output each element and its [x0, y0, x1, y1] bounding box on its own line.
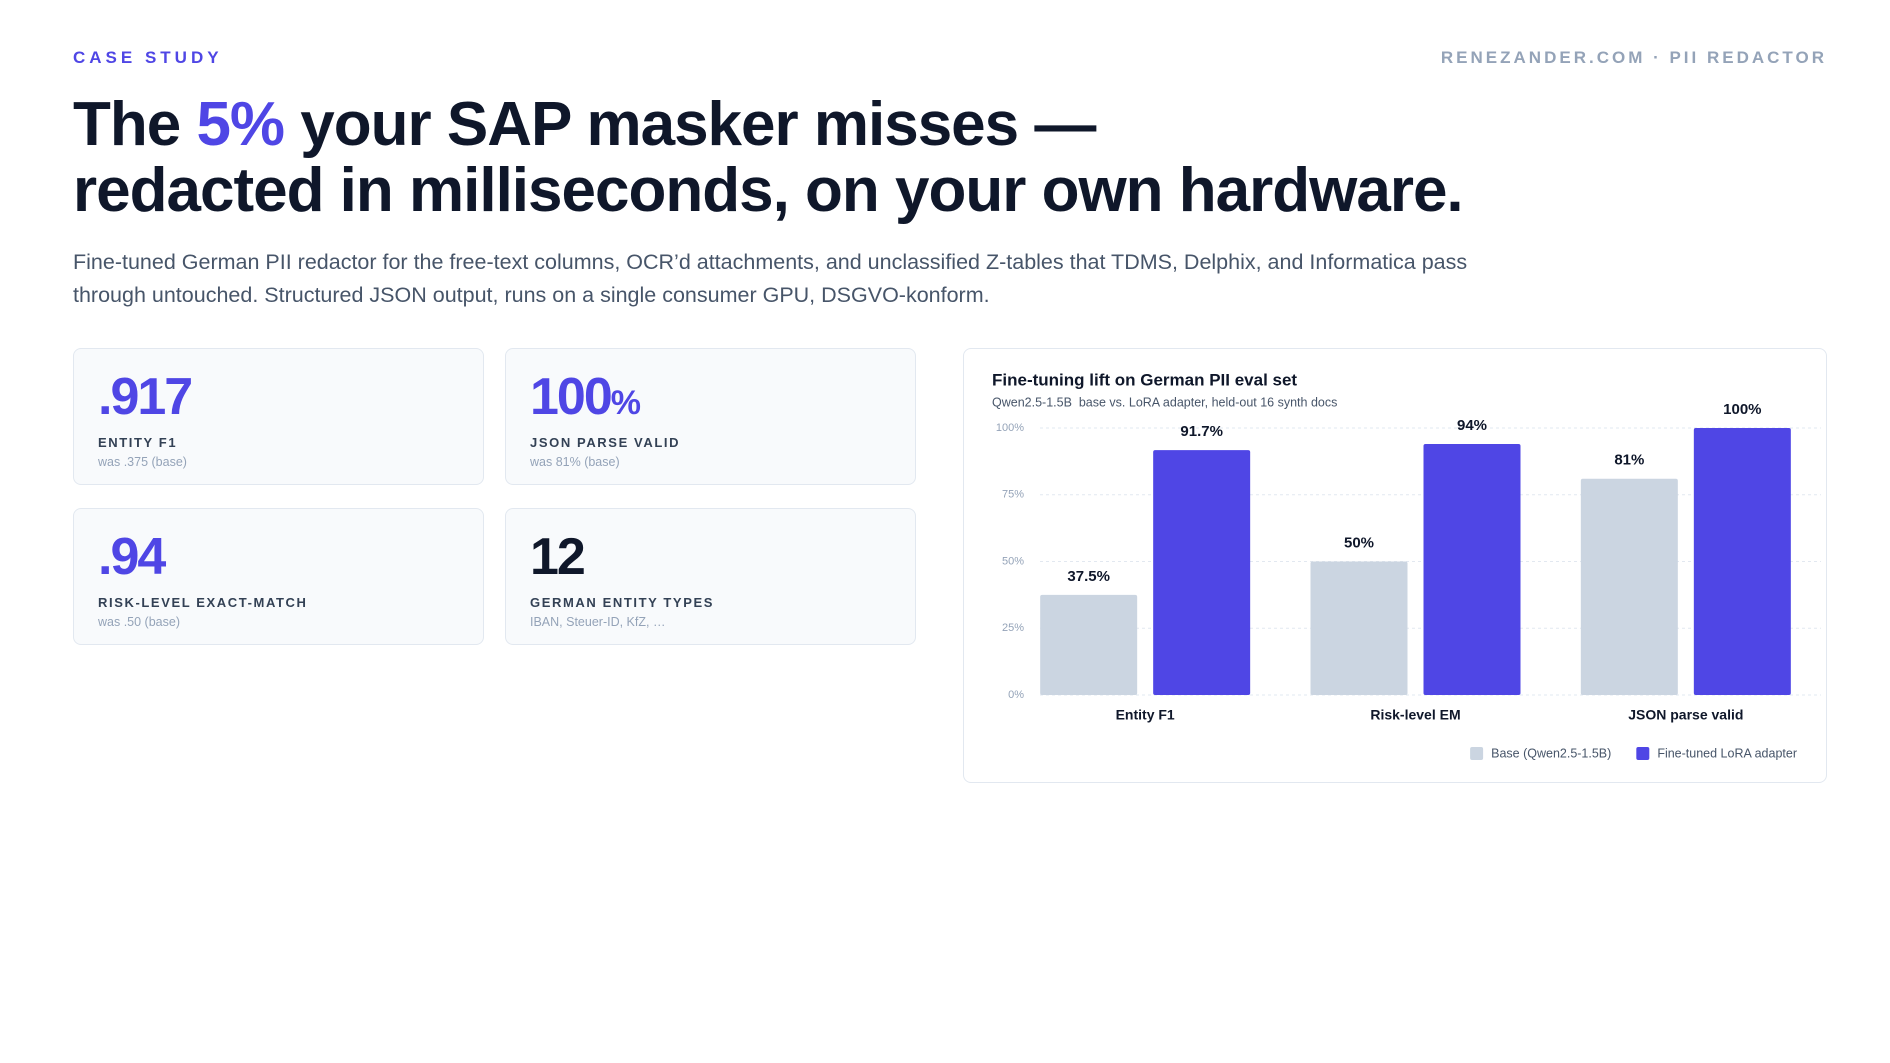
stat-card: .917 ENTITY F1 was .375 (base)	[73, 348, 484, 485]
stat-unit: %	[610, 384, 641, 422]
stat-value-box: .94	[98, 527, 166, 587]
stat-card: 100% JSON PARSE VALID was 81% (base)	[505, 348, 916, 485]
stat-note: was .375 (base)	[98, 455, 187, 469]
stat-value: 100	[530, 368, 613, 426]
legend-swatch	[1470, 747, 1484, 760]
x-tick-label: JSON parse valid	[1628, 707, 1743, 723]
stat-label: GERMAN ENTITY TYPES	[530, 595, 715, 610]
headline-text: redacted in milliseconds, on your own ha…	[73, 156, 1464, 225]
y-tick-label: 50%	[1002, 555, 1024, 567]
value-label: 37.5%	[1067, 568, 1110, 585]
y-tick-label: 75%	[1002, 489, 1024, 501]
eyebrow: CASE STUDY	[73, 48, 223, 67]
stat-value: .917	[98, 368, 193, 426]
value-label: 91.7%	[1180, 423, 1223, 440]
headline-text: The	[73, 90, 197, 159]
bar	[1423, 444, 1521, 695]
y-tick-label: 0%	[1008, 689, 1024, 701]
intro: Fine-tuned German PII redactor for the f…	[73, 250, 1468, 307]
x-tick-label: Risk-level EM	[1370, 707, 1460, 723]
y-tick-label: 100%	[996, 422, 1024, 434]
value-label: 94%	[1457, 417, 1487, 434]
value-label: 100%	[1723, 401, 1761, 418]
stat-label: JSON PARSE VALID	[530, 435, 681, 450]
bar	[1580, 478, 1678, 695]
stat-value: .94	[98, 528, 166, 586]
bar	[1693, 428, 1791, 695]
x-tick-label: Entity F1	[1116, 707, 1175, 723]
headline: The 5% your SAP masker misses — redacted …	[73, 90, 1464, 225]
stat-value-box: 100%	[530, 367, 641, 427]
stat-card: 12 GERMAN ENTITY TYPES IBAN, Steuer-ID, Kf…	[505, 508, 916, 645]
stat-value-box: .917	[98, 367, 193, 427]
headline-text: your SAP masker misses —	[284, 90, 1096, 159]
stat-value-box: 12	[530, 527, 586, 587]
stat-note: was .50 (base)	[98, 615, 180, 629]
stat-label: RISK-LEVEL EXACT-MATCH	[98, 595, 308, 610]
bar	[1310, 561, 1408, 695]
chart-subtitle: Qwen2.5-1.5B base vs. LoRA adapter, held…	[992, 395, 1337, 409]
site-label: RENEZANDER.COM · PII REDACTOR	[1440, 48, 1827, 67]
stat-card: .94 RISK-LEVEL EXACT-MATCH was .50 (base)	[73, 508, 484, 645]
stat-note: IBAN, Steuer-ID, KfZ, …	[530, 615, 666, 629]
stat-label: ENTITY F1	[98, 435, 178, 450]
y-tick-label: 25%	[1002, 622, 1024, 634]
stat-value: 12	[530, 528, 586, 586]
chart-title: Fine-tuning lift on German PII eval set	[992, 370, 1297, 389]
bar	[1153, 450, 1251, 695]
headline-accent: 5%	[196, 90, 285, 159]
legend-label: Fine-tuned LoRA adapter	[1657, 746, 1797, 760]
chart-card	[963, 348, 1827, 783]
legend-label: Base (Qwen2.5-1.5B)	[1491, 746, 1611, 760]
value-label: 50%	[1344, 534, 1374, 551]
bar	[1040, 594, 1138, 695]
legend-swatch	[1636, 747, 1650, 760]
stat-note: was 81% (base)	[530, 455, 620, 469]
value-label: 81%	[1614, 452, 1644, 469]
